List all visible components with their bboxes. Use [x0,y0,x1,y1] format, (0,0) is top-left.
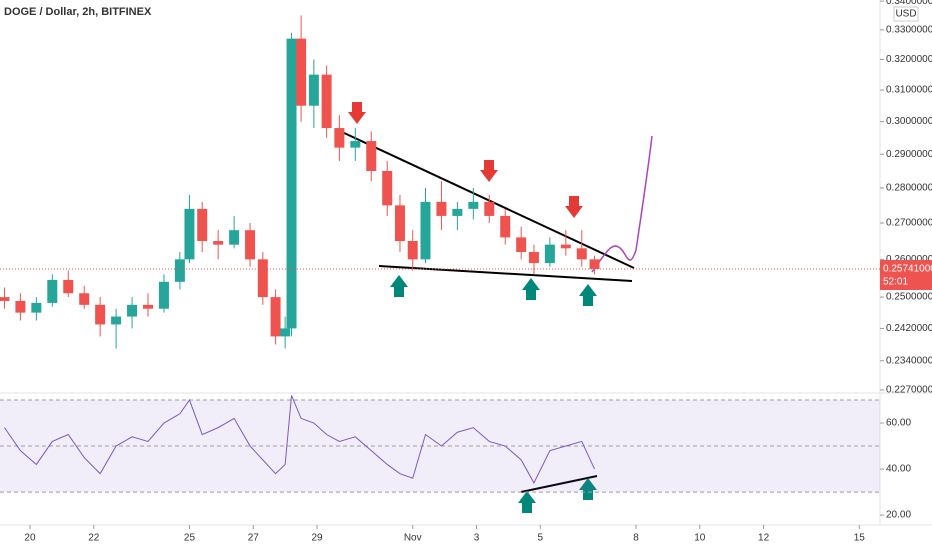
x-tick-label: 3 [474,533,480,544]
annotations [0,15,880,513]
up-arrow [518,491,536,513]
x-tick-label: 12 [758,533,770,544]
candle-body [589,259,600,270]
x-tick-label: 20 [24,533,36,544]
candle-body [95,304,106,325]
candle-body [31,302,42,313]
candle-body [142,304,153,309]
candle-body [366,141,377,171]
candle-body [394,205,405,242]
candle-body [420,201,431,260]
last-price-label: 0.25741000 [883,264,932,275]
candle-body [127,304,138,317]
candle-body [158,281,169,309]
candle-body [436,201,447,216]
candle-body [516,237,527,252]
x-tick-label: Nov [404,533,422,544]
currency-box [893,6,919,22]
x-tick-label: 10 [694,533,706,544]
candle-body [229,230,240,245]
rsi-trend-line [520,475,598,493]
candle-body [296,38,307,106]
candle-body [576,248,587,260]
x-tick-label: 8 [633,533,639,544]
x-tick-label: 5 [538,533,544,544]
up-arrow [390,275,408,297]
candle-body [528,251,539,264]
countdown: 52:01 [883,277,908,288]
candle-body [500,215,511,238]
y-tick-label: 40.00 [886,464,911,475]
x-tick-label: 22 [88,533,100,544]
candle-body [452,208,463,216]
down-arrow [480,160,498,182]
candle-body [350,141,361,148]
x-tick-label: 15 [854,533,866,544]
candle-body [213,241,224,245]
candle-body [286,38,297,329]
candle-body [15,300,26,313]
x-tick-label: 29 [311,533,323,544]
rsi-band [0,399,880,493]
x-tick-label: 25 [184,533,196,544]
up-arrow [579,478,597,500]
candle-body [270,297,281,337]
y-tick-label: 60.00 [886,418,911,429]
candle-body [468,201,479,209]
candle-body [382,170,393,206]
y-tick-label: 20.00 [886,510,911,521]
candle-body [63,279,74,294]
candle-body [0,297,10,301]
trend-line [341,131,635,269]
chart-title: DOGE / Dollar, 2h, BITFINEX [4,6,152,18]
candle-body [79,293,90,305]
rsi-line [4,395,595,484]
down-arrow [565,196,583,218]
candle-body [174,259,185,282]
candle-body [47,279,58,303]
candle-body [334,128,345,148]
candle-body [111,316,122,325]
last-price-tag [880,259,932,290]
candle-body [321,74,332,129]
candle-body [245,230,256,260]
candle-body [407,241,418,260]
candle-body [308,74,319,106]
currency: USD [895,9,916,20]
candle-body [280,328,291,337]
candle-body [257,259,268,298]
up-arrow [579,284,597,306]
up-arrow [522,278,540,300]
candle-body [184,208,195,260]
down-arrow [348,102,366,124]
candle-body [544,244,555,264]
projection [591,135,653,273]
x-tick-label: 27 [248,533,260,544]
candle-body [560,244,571,249]
candle-body [484,201,495,216]
trend-line [378,265,633,282]
candle-body [197,208,208,242]
